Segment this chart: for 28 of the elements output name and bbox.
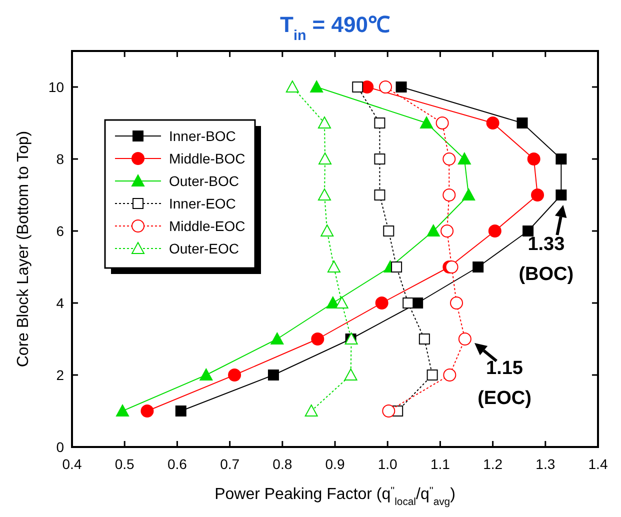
legend-label: Middle-EOC <box>169 218 246 234</box>
legend-label: Middle-BOC <box>169 150 246 166</box>
legend-label: Inner-EOC <box>169 196 236 212</box>
x-tick-label: 0.4 <box>62 456 82 472</box>
x-tick-label: 0.5 <box>114 456 135 472</box>
x-tick-label: 0.9 <box>325 456 345 472</box>
x-tick-label: 1.0 <box>378 456 398 472</box>
legend-label: Outer-BOC <box>169 173 240 189</box>
y-axis-title: Core Block Layer (Bottom to Top) <box>15 130 32 368</box>
chart-title: T$_{in}$ = 490℃ <box>280 12 390 44</box>
x-tick-label: 1.1 <box>430 456 450 472</box>
y-tick-label: 2 <box>56 367 64 383</box>
legend-label: Outer-EOC <box>169 240 240 256</box>
y-tick-label: 6 <box>56 223 64 239</box>
x-tick-label: 1.4 <box>588 456 608 472</box>
x-tick-label: 1.3 <box>536 456 556 472</box>
y-tick-label: 0 <box>56 439 64 455</box>
y-tick-label: 10 <box>48 79 64 95</box>
y-tick-label: 8 <box>56 151 64 167</box>
x-tick-label: 0.7 <box>220 456 240 472</box>
x-axis-title: Power Peaking Factor (q$^{''}$$_{local}$/q$^{''}$$_{avg}$) <box>214 486 456 508</box>
annotation: 1.33 (BOC) <box>518 234 574 285</box>
x-tick-label: 0.8 <box>272 456 292 472</box>
x-tick-label: 0.6 <box>167 456 188 472</box>
y-tick-label: 4 <box>56 295 64 311</box>
annotation: 1.15 (EOC) <box>478 358 532 409</box>
x-tick-label: 1.2 <box>483 456 503 472</box>
legend-label: Inner-BOC <box>169 128 236 144</box>
